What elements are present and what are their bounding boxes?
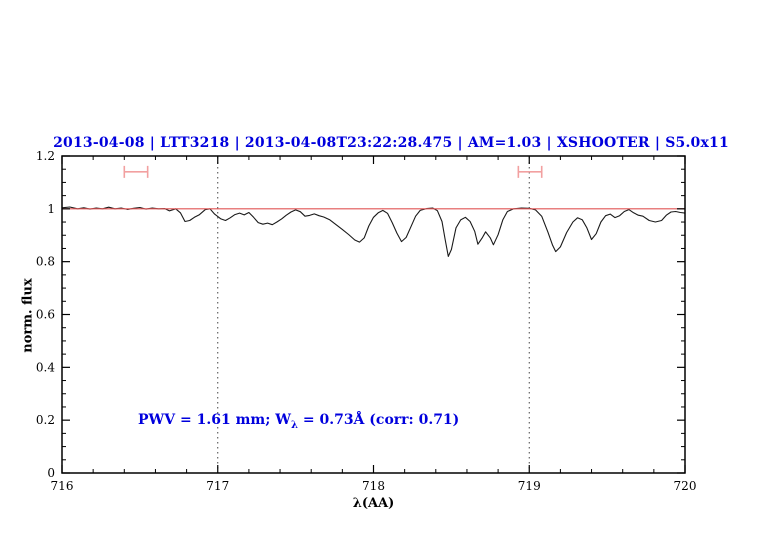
y-tick-label: 0.6 [36, 308, 55, 322]
band-marker-right [517, 165, 543, 178]
x-tick-label: 718 [362, 479, 385, 493]
x-axis-label: λ(AA) [352, 496, 395, 511]
plot-title: 2013-04-08 | LTT3218 | 2013-04-08T23:22:… [53, 135, 729, 151]
band-marker-left [123, 165, 149, 178]
y-tick-label: 1.2 [36, 149, 55, 163]
spectrum-line [61, 206, 686, 257]
y-tick-label: 1 [47, 202, 55, 216]
y-axis-label: norm. flux [20, 278, 36, 353]
y-tick-label: 0.8 [36, 255, 55, 269]
pwv-annotation: PWV = 1.61 mm; Wλ = 0.73Å (corr: 0.71) [138, 412, 459, 431]
y-tick-label: 0.2 [36, 413, 55, 427]
pwv-annotation-prefix: PWV = 1.61 mm; W [138, 412, 291, 428]
pwv-annotation-suffix: = 0.73Å (corr: 0.71) [297, 412, 460, 428]
y-tick-label: 0 [47, 466, 55, 480]
y-tick-label: 0.4 [36, 360, 55, 374]
x-tick-label: 717 [206, 479, 229, 493]
pwv-annotation-subscript: λ [290, 419, 298, 431]
x-tick-label: 719 [518, 479, 541, 493]
x-tick-label: 716 [51, 479, 74, 493]
x-tick-label: 720 [674, 479, 697, 493]
